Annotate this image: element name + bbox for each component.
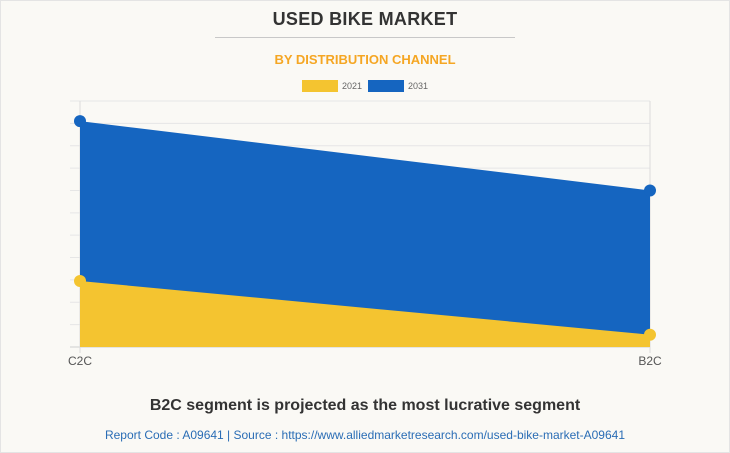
- x-tick-label: B2C: [638, 354, 662, 368]
- point-2021-B2C: [644, 328, 656, 341]
- area-chart: C2C B2C: [68, 100, 662, 368]
- title-divider: [215, 37, 515, 38]
- key-finding: B2C segment is projected as the most luc…: [149, 397, 581, 414]
- point-2031-C2C: [74, 115, 86, 128]
- legend-label-2031: 2031: [408, 81, 429, 91]
- legend-item-2021[interactable]: 2021: [301, 80, 362, 92]
- legend: 2021 2031: [0, 80, 730, 92]
- point-2031-B2C: [644, 184, 656, 197]
- area-2021: [80, 281, 650, 347]
- legend-label-2021: 2021: [341, 81, 362, 91]
- chart-subtitle: BY DISTRIBUTION CHANNEL: [274, 52, 456, 67]
- legend-swatch-2031: [368, 80, 404, 92]
- legend-item-2031[interactable]: 2031: [368, 80, 428, 92]
- legend-swatch-2021: [301, 80, 338, 92]
- x-tick-label: C2C: [68, 354, 92, 368]
- source-line[interactable]: Report Code : A09641 | Source : https://…: [104, 428, 626, 442]
- chart-title: USED BIKE MARKET: [272, 9, 458, 29]
- point-2021-C2C: [74, 275, 86, 288]
- area-2031: [80, 121, 650, 347]
